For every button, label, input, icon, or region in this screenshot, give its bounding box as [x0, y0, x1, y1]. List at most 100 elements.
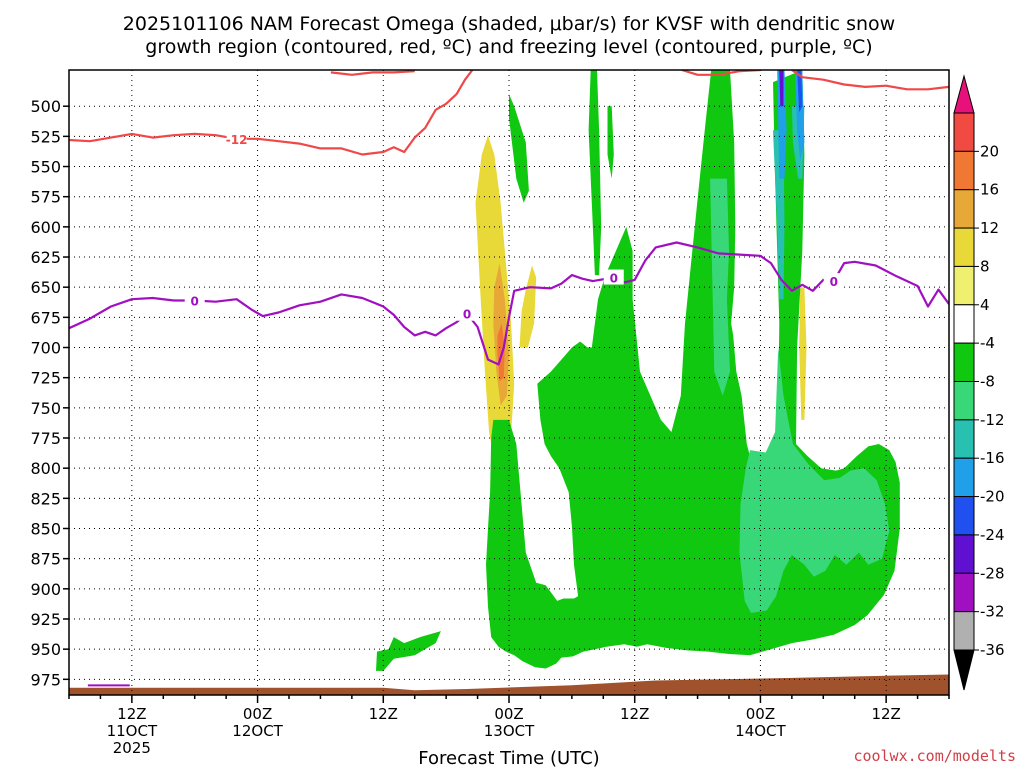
- credit-text: coolwx.com/modelts: [853, 747, 1016, 765]
- colorbar-label: 20: [980, 142, 999, 160]
- contour-line-4: [69, 241, 949, 366]
- contour-label: 0: [463, 308, 471, 322]
- colorbar-label: 16: [980, 181, 999, 199]
- colorbar-swatch: [953, 189, 975, 229]
- colorbar-swatch: [953, 150, 975, 191]
- y-tick-label: 625: [30, 248, 61, 267]
- colorbar-swatch: [953, 457, 975, 498]
- contour-label-bg: [823, 273, 844, 289]
- y-tick-label: 700: [30, 339, 61, 358]
- colorbar-label: -28: [980, 564, 1005, 582]
- x-tick-label: 12Z: [117, 705, 146, 723]
- omega-region-7: [607, 106, 614, 179]
- colorbar-swatch: [953, 112, 975, 152]
- x-tick-label: 00Z: [494, 705, 523, 723]
- omega-region-17: [779, 70, 784, 107]
- omega-shading: [376, 70, 900, 671]
- omega-region-14: [777, 70, 787, 179]
- omega-region-15: [795, 70, 805, 161]
- x-tick-label: 12OCT: [232, 722, 283, 740]
- chart-title-line-2: growth region (contoured, red, ºC) and f…: [145, 36, 872, 58]
- x-tick-label: 00Z: [746, 705, 775, 723]
- colorbar-label: 8: [980, 257, 990, 275]
- colorbar-label: -24: [980, 526, 1005, 544]
- y-tick-label: 950: [30, 640, 61, 659]
- y-tick-label: 650: [30, 278, 61, 297]
- colorbar-label: -20: [980, 488, 1005, 506]
- contour-label: 0: [191, 294, 199, 308]
- colorbar-swatch: [953, 227, 975, 267]
- colorbar-label: -8: [980, 373, 995, 391]
- contour-line-0: [69, 70, 474, 156]
- x-tick-label: 12Z: [369, 705, 398, 723]
- y-tick-label: 675: [30, 308, 61, 327]
- contour-label-bg: [457, 305, 478, 321]
- y-tick-label: 600: [30, 218, 61, 237]
- colorbar-swatch: [953, 304, 975, 344]
- x-tick-label: 11OCT: [107, 722, 158, 740]
- colorbar-swatch: [953, 496, 975, 536]
- y-tick-label: 800: [30, 459, 61, 478]
- chart-title-line-1: 2025101106 NAM Forecast Omega (shaded, μ…: [123, 13, 895, 35]
- y-tick-label: 500: [30, 97, 61, 116]
- omega-region-9: [376, 631, 441, 671]
- contour-line-1: [330, 70, 415, 76]
- omega-region-11: [739, 347, 890, 613]
- x-tick-label: 14OCT: [735, 722, 786, 740]
- colorbar-label: -36: [980, 641, 1005, 659]
- contour-line-2: [681, 70, 761, 76]
- contour-label-bg: [603, 269, 624, 285]
- y-tick-label: 550: [30, 158, 61, 177]
- omega-region-5: [509, 94, 529, 203]
- y-tick-label: 525: [30, 127, 61, 146]
- y-tick-label: 875: [30, 550, 61, 569]
- contour-label-bg: [184, 292, 205, 308]
- y-tick-label: 725: [30, 369, 61, 388]
- y-tick-label: 850: [30, 519, 61, 538]
- colorbar-bottom-triangle: [953, 649, 975, 691]
- contour-label: 0: [610, 272, 618, 286]
- contour-label-bg: [226, 130, 247, 146]
- colorbar-swatch: [953, 611, 975, 651]
- y-axis-pressure-ticks: 500 525 550 575 600 625 650 675 700 725 750 775 800 8…: [30, 97, 69, 689]
- colorbar-label: -12: [980, 411, 1005, 429]
- temperature-contours: -12 0 0 0 0: [69, 70, 949, 687]
- omega-region-4: [799, 287, 807, 420]
- y-tick-label: 575: [30, 188, 61, 207]
- contour-label: -12: [226, 133, 248, 147]
- x-tick-label: 12Z: [871, 705, 900, 723]
- colorbar-label: -32: [980, 603, 1005, 621]
- colorbar-swatch: [953, 381, 975, 421]
- x-tick-label: 12Z: [620, 705, 649, 723]
- colorbar-label: -4: [980, 334, 995, 352]
- x-tick-label: 2025: [113, 739, 151, 757]
- omega-colorbar: 20 16 12 8 4 -4 -8 -12 -16 -20 -24 -28 -32 -36: [953, 74, 1005, 691]
- x-tick-label: 13OCT: [484, 722, 535, 740]
- y-tick-label: 750: [30, 399, 61, 418]
- plot-grid: [69, 70, 949, 695]
- colorbar-swatch: [953, 534, 975, 574]
- x-tick-label: 00Z: [243, 705, 272, 723]
- colorbar-swatch: [953, 572, 975, 613]
- y-tick-label: 975: [30, 670, 61, 689]
- colorbar-swatch: [953, 419, 975, 459]
- y-tick-label: 775: [30, 429, 61, 448]
- omega-region-10: [710, 178, 730, 396]
- colorbar-label: 12: [980, 219, 999, 237]
- y-tick-label: 900: [30, 580, 61, 599]
- colorbar-label: -16: [980, 449, 1005, 467]
- y-tick-label: 825: [30, 489, 61, 508]
- x-axis-label: Forecast Time (UTC): [418, 748, 599, 768]
- y-tick-label: 925: [30, 610, 61, 629]
- omega-region-16: [797, 70, 803, 113]
- colorbar-swatch: [953, 342, 975, 382]
- colorbar-label: 4: [980, 296, 990, 314]
- colorbar-swatch: [953, 265, 975, 306]
- colorbar-top-triangle: [953, 74, 975, 114]
- contour-label: 0: [830, 275, 838, 289]
- omega-region-1: [519, 265, 537, 348]
- omega-region-6: [588, 70, 602, 276]
- contour-line-3: [791, 70, 949, 91]
